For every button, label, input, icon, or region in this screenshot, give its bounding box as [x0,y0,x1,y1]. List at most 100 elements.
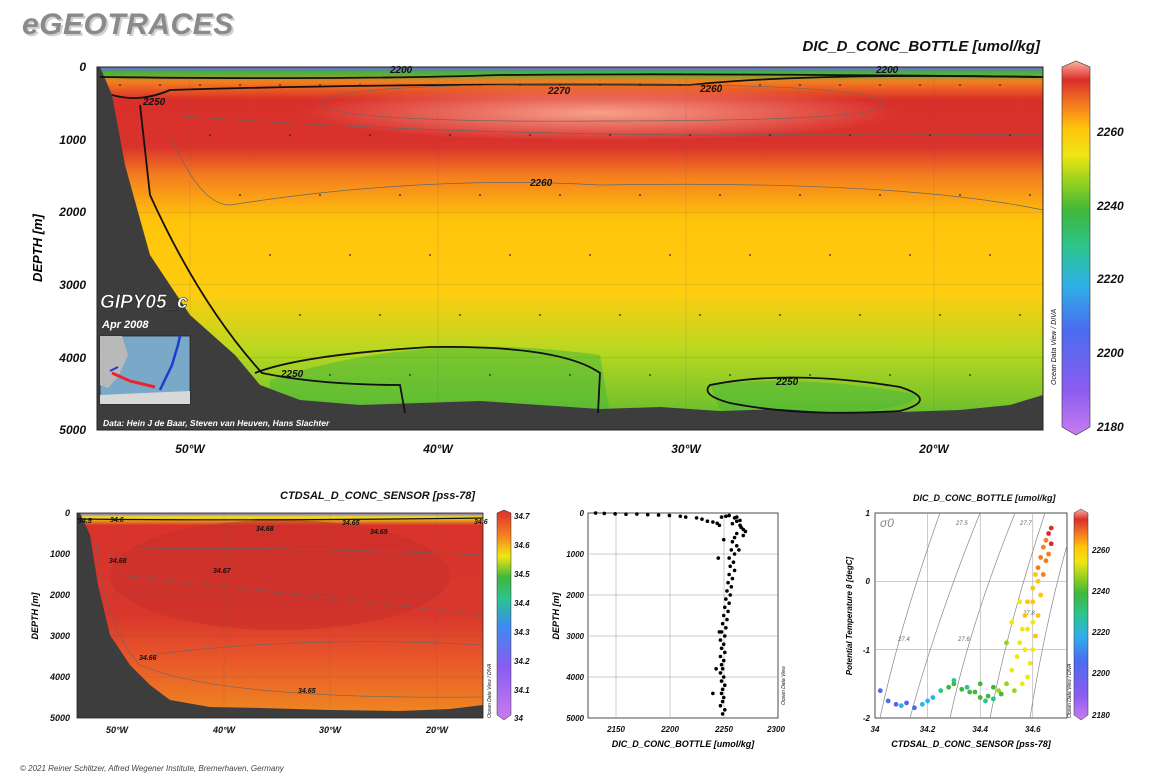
profile-point [720,712,725,716]
ts-point [1025,626,1030,632]
x-tick-label: 2200 [660,725,679,734]
ts-point [1025,674,1030,680]
odv-side-label: Ocean Data View [781,666,787,705]
colorbar-tick-label: 34.1 [514,686,530,695]
profile-point [714,667,718,671]
contour-label: 2250 [142,97,166,108]
contour-label: 34.6 [110,517,124,524]
ts-point [1048,525,1054,531]
isopycnal-label: 27.5 [955,521,968,527]
cruise-date: Apr 2008 [101,319,149,331]
ts-point [1046,551,1051,557]
salinity-frame [76,512,484,719]
ts-point [1009,619,1015,625]
main-contour-labels: 2200 2200 2250 2270 2260 2260 2250 2250 [142,65,899,388]
contour-label: 34.68 [256,526,274,533]
profile-point [727,601,731,605]
y-tick-label: 5000 [50,713,70,723]
contour-label: 2200 [875,65,899,76]
y-tick-label: 1 [866,509,871,518]
ts-point [1030,585,1036,591]
profile-point [718,703,723,708]
x-tick-label: 50°W [106,725,130,735]
colorbar-tick-label: 2200 [1091,669,1110,678]
profile-point [720,667,725,671]
contour-label: 2260 [529,178,553,189]
ts-point [1030,647,1036,653]
ts-point [925,698,931,704]
y-tick-label: 1000 [59,133,86,147]
colorbar-tick-label: 2220 [1096,272,1124,286]
colorbar-tick-label: 2220 [1091,628,1110,637]
y-tick-label: 2000 [58,205,86,219]
x-tick-label: 2300 [766,725,785,734]
ts-point [985,693,991,699]
y-tick-label: -1 [863,646,871,655]
odv-side-label: Ocean Data View / DIVA [1067,663,1073,718]
inset-map [99,335,191,405]
profile-point [717,523,722,528]
profile-point [723,683,727,687]
y-tick-label: 2000 [565,591,584,600]
profile-point [732,568,737,573]
profile-point [613,512,617,516]
isopycnal-label: 27.7 [1019,521,1032,527]
profile-point [734,515,739,519]
profile-point [602,511,607,516]
colorbar-tick-label: 34.7 [514,512,530,521]
ts-point [990,696,996,702]
profile-point [719,679,724,683]
ts-point [1030,619,1036,625]
y-tick-label: 1000 [566,550,584,559]
ts-point [972,689,978,695]
x-tick-label: 2150 [606,725,625,734]
y-tick-label: 2000 [49,590,70,600]
profile-point [734,544,739,548]
deep-low-dic-patch [270,346,610,413]
ts-colorbar [1073,508,1089,721]
y-tick-label: 4000 [58,351,86,365]
ts-point [946,684,952,690]
profile-point [711,520,715,524]
ts-point [919,701,925,707]
contour-label: 2200 [389,65,413,76]
ts-point [877,688,883,694]
ts-point [951,678,957,683]
contour-label: 34.5 [78,518,92,525]
profile-point [683,515,688,519]
salinity-x-ticks: 50°W 40°W 30°W 20°W [106,725,450,735]
x-tick-label: 30°W [671,442,702,456]
profile-point [730,539,735,544]
y-tick-label: 0 [866,577,871,586]
x-tick-label: 50°W [175,442,206,456]
y-tick-label: 0 [79,60,86,74]
main-colorbar [1061,60,1091,436]
profile-point [739,525,743,530]
sigma-symbol: σ0 [880,516,894,530]
main-x-ticks: 50°W 40°W 30°W 20°W [175,442,950,456]
salinity-contours [94,534,484,698]
ts-point [904,700,909,706]
seafloor-topography [97,67,1043,430]
profile-point [719,691,724,696]
profile-point [635,512,639,516]
y-tick-label: 3000 [50,631,70,641]
profile-point [720,687,725,692]
x-tick-label: 34.6 [1025,725,1041,734]
x-tick-label: 2250 [714,725,733,734]
salinity-colorbar [496,509,512,721]
colorbar-tick-label: 2260 [1091,546,1110,555]
profile-points [593,511,748,716]
ts-point [1035,613,1041,618]
ts-point [1043,558,1049,564]
odv-side-label: Ocean Data View / DIVA [487,663,493,718]
ts-x-axis-label: CTDSAL_D_CONC_SENSOR [pss-78] [891,739,1052,749]
contour-label: 34.67 [213,568,232,575]
contour-label: 34.68 [109,558,127,565]
profile-point [717,630,722,634]
profile-point [720,699,725,704]
ts-point [1004,681,1009,687]
ts-point [977,695,983,700]
ts-point [898,703,904,709]
profile-point [737,548,741,552]
